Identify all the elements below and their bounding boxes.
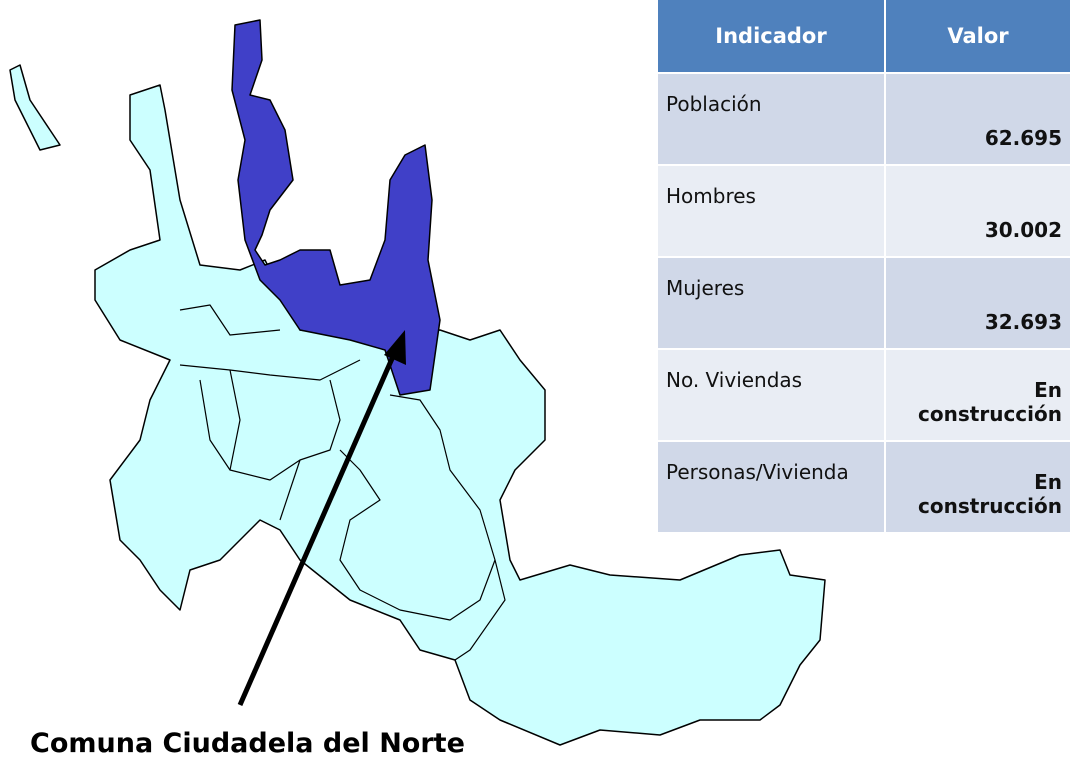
highlighted-comuna [231, 19, 441, 396]
value-cell: En construcción [886, 442, 1070, 532]
boundary [279, 459, 301, 521]
boundary [454, 559, 506, 661]
value-cell: En construcción [886, 350, 1070, 440]
island [9, 64, 61, 151]
table-row: Población 62.695 [658, 74, 1070, 164]
table-row: Personas/Vivienda En construcción [658, 442, 1070, 532]
arrow-shaft [237, 343, 401, 707]
arrow-head [384, 330, 406, 365]
indicator-table: Indicador Valor Población 62.695 Hombres 30… [656, 0, 1072, 534]
boundary [229, 369, 341, 481]
map [9, 19, 826, 746]
value-cell: 30.002 [886, 166, 1070, 256]
indicator-cell: Mujeres [658, 258, 884, 348]
boundary [179, 304, 281, 336]
value-cell: 62.695 [886, 74, 1070, 164]
indicator-cell: Personas/Vivienda [658, 442, 884, 532]
caption: Comuna Ciudadela del Norte [30, 728, 465, 759]
table-row: Mujeres 32.693 [658, 258, 1070, 348]
table-row: No. Viviendas En construcción [658, 350, 1070, 440]
header-cell: Valor [886, 0, 1070, 72]
header-cell: Indicador [658, 0, 884, 72]
boundary [179, 359, 361, 381]
table-row: Hombres 30.002 [658, 166, 1070, 256]
indicator-cell: Población [658, 74, 884, 164]
boundary [339, 394, 496, 621]
boundary [199, 379, 231, 471]
city-region [94, 84, 826, 746]
value-cell: 32.693 [886, 258, 1070, 348]
indicator-cell: No. Viviendas [658, 350, 884, 440]
indicator-cell: Hombres [658, 166, 884, 256]
